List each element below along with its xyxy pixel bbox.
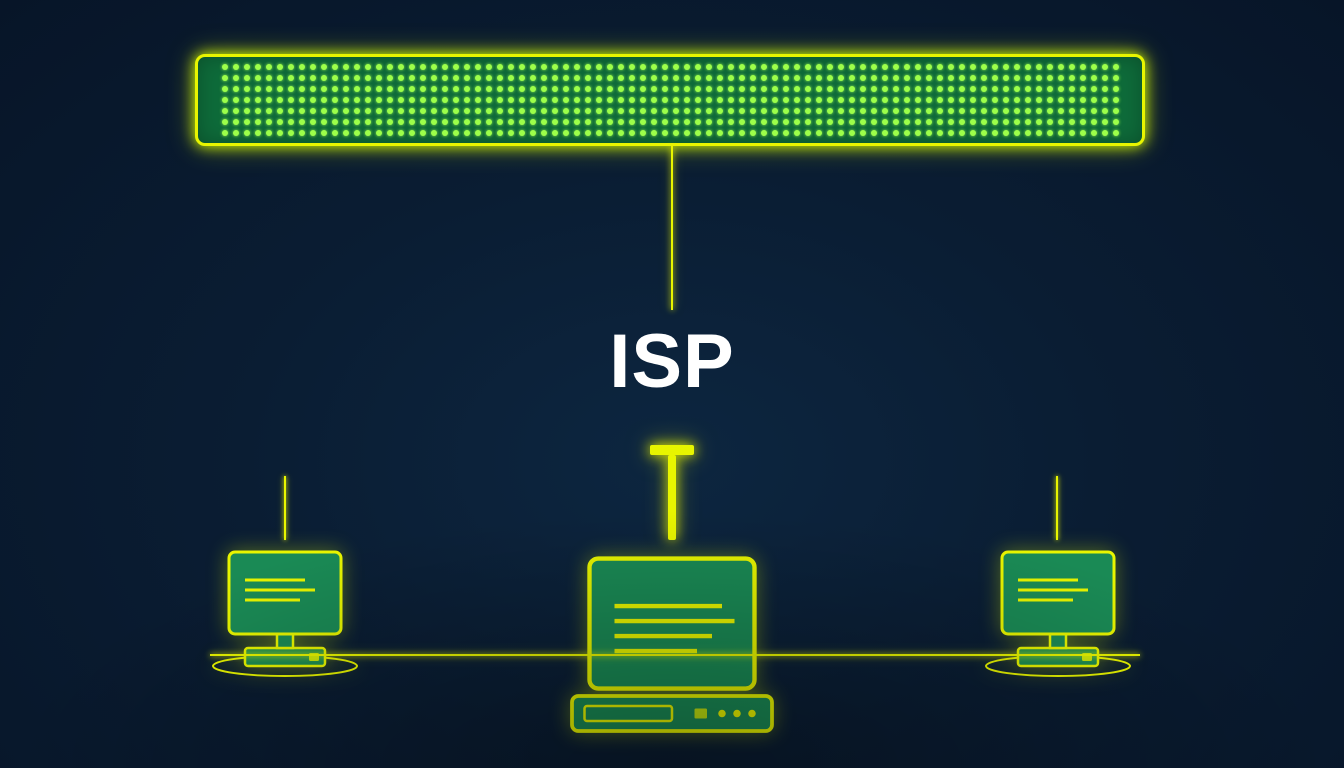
link-bus [210,654,1140,656]
client-pc-right [978,540,1138,680]
antenna-left [284,476,286,540]
client-laptop-center [547,536,797,749]
link-server-to-isp [671,146,673,310]
isp-label: ISP [609,318,735,405]
server-led-grid [198,57,1142,143]
connector-t-stem [668,455,676,540]
client-pc-left [205,540,365,680]
diagram-stage: ISP [0,0,1344,768]
server-rack-panel [195,54,1145,146]
antenna-right [1056,476,1058,540]
connector-t-cap [650,445,694,455]
